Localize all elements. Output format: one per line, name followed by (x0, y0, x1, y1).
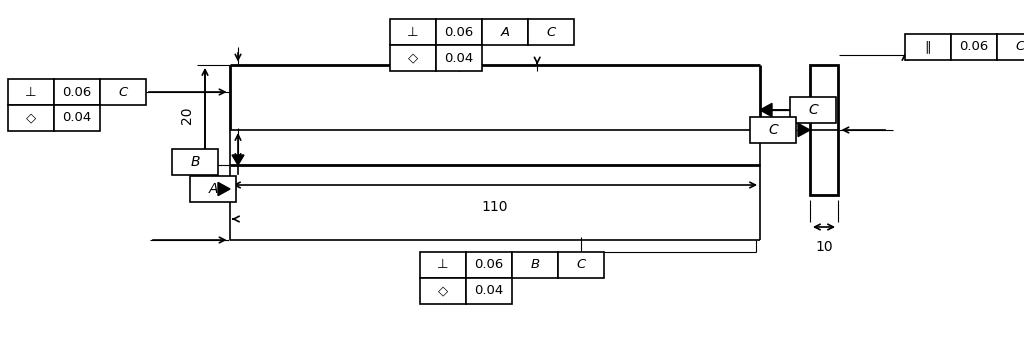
Bar (172, 149, 218, 175)
Bar (810, 65, 838, 195)
Bar (790, 97, 836, 123)
Text: ◇: ◇ (26, 112, 36, 125)
Bar (528, 19, 574, 45)
Text: C: C (119, 85, 128, 98)
Bar (905, 34, 951, 60)
Bar (951, 34, 997, 60)
Text: 0.06: 0.06 (959, 41, 988, 54)
Bar (512, 252, 558, 278)
Text: A: A (208, 182, 218, 196)
Bar (466, 252, 512, 278)
Bar (8, 105, 54, 131)
Text: 0.06: 0.06 (474, 259, 504, 272)
Text: 0.04: 0.04 (474, 285, 504, 297)
Text: 0.06: 0.06 (62, 85, 91, 98)
Polygon shape (218, 182, 230, 196)
Text: ⊥: ⊥ (26, 85, 37, 98)
Text: 110: 110 (481, 200, 508, 214)
Bar (8, 79, 54, 105)
Bar (466, 278, 512, 304)
Text: 0.04: 0.04 (444, 51, 474, 64)
Text: A: A (501, 26, 510, 38)
Text: 0.04: 0.04 (62, 112, 91, 125)
Bar (390, 45, 436, 71)
Bar (420, 278, 466, 304)
Text: C: C (547, 26, 556, 38)
Text: ⊥: ⊥ (437, 259, 449, 272)
Bar (100, 79, 146, 105)
Bar (997, 34, 1024, 60)
Bar (390, 19, 436, 45)
Bar (54, 79, 100, 105)
Bar (750, 117, 796, 143)
Polygon shape (232, 155, 244, 165)
Text: C: C (808, 103, 818, 117)
Text: ∥: ∥ (925, 41, 931, 54)
Text: B: B (190, 155, 200, 169)
Text: 0.06: 0.06 (444, 26, 474, 38)
Bar (190, 176, 236, 202)
Text: ◇: ◇ (438, 285, 449, 297)
Bar (436, 45, 482, 71)
Bar (420, 252, 466, 278)
Text: C: C (1016, 41, 1024, 54)
Bar (436, 19, 482, 45)
Bar (558, 252, 604, 278)
Polygon shape (798, 124, 810, 136)
Polygon shape (760, 103, 772, 117)
Bar (482, 19, 528, 45)
Text: 20: 20 (180, 106, 194, 124)
Text: C: C (768, 123, 778, 137)
Text: ⊥: ⊥ (408, 26, 419, 38)
Text: C: C (577, 259, 586, 272)
Text: ◇: ◇ (408, 51, 418, 64)
Text: B: B (530, 259, 540, 272)
Bar (54, 105, 100, 131)
Text: 10: 10 (815, 240, 833, 254)
